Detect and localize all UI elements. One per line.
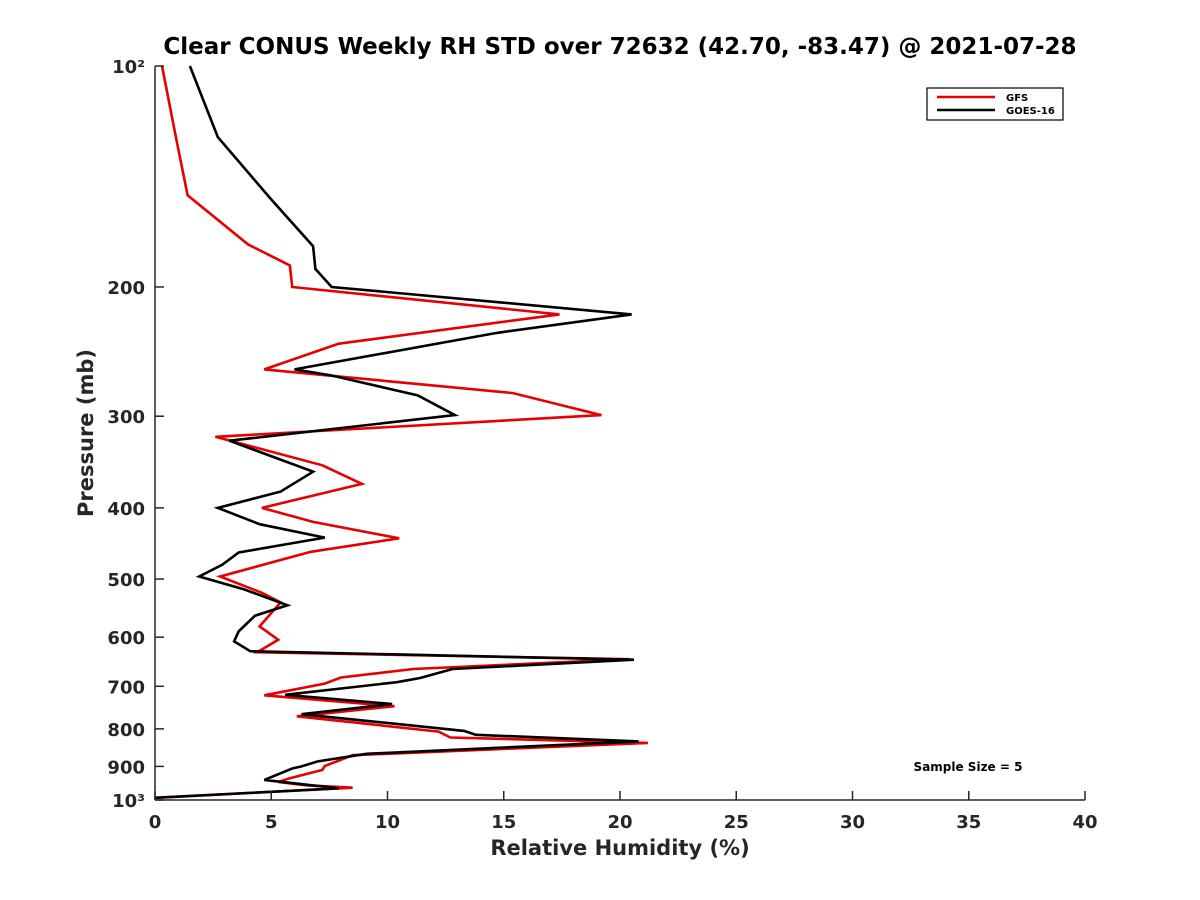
y-tick-label: 500 [107, 570, 145, 591]
x-tick-label: 0 [149, 812, 162, 833]
y-tick-label: 900 [107, 757, 145, 778]
x-tick-label: 20 [607, 812, 632, 833]
y-tick-label: 700 [107, 677, 145, 698]
x-tick-label: 5 [265, 812, 278, 833]
y-tick-label: 10² [112, 57, 145, 78]
y-tick-label: 600 [107, 628, 145, 649]
x-axis-ticks: 0 5 10 15 20 25 30 35 40 [149, 791, 1098, 833]
legend-box [926, 87, 1064, 121]
x-axis-label: Relative Humidity (%) [490, 836, 749, 860]
y-axis-label: Pressure (mb) [74, 349, 98, 517]
y-tick-label: 800 [107, 720, 145, 741]
x-tick-label: 40 [1072, 812, 1097, 833]
x-tick-label: 30 [840, 812, 865, 833]
series-line-goes-16 [154, 65, 639, 800]
x-tick-label: 15 [491, 812, 516, 833]
y-tick-label: 300 [107, 407, 145, 428]
x-tick-label: 25 [724, 812, 749, 833]
sample-size-annotation: Sample Size = 5 [914, 760, 1023, 774]
y-tick-label: 400 [107, 499, 145, 520]
y-tick-label: 10³ [112, 791, 145, 812]
chart-title: Clear CONUS Weekly RH STD over 72632 (42… [163, 34, 1076, 60]
legend-label-goes-16: GOES-16 [1006, 106, 1055, 117]
legend-label-gfs: GFS [1006, 93, 1028, 104]
legend: GFS GOES-16 [926, 87, 1064, 121]
x-tick-label: 35 [956, 812, 981, 833]
y-tick-label: 200 [107, 278, 145, 299]
x-tick-label: 10 [375, 812, 400, 833]
plot-area [154, 65, 648, 800]
y-axis-ticks: 10² 200 300 400 500 600 700 800 900 10³ [107, 57, 164, 812]
